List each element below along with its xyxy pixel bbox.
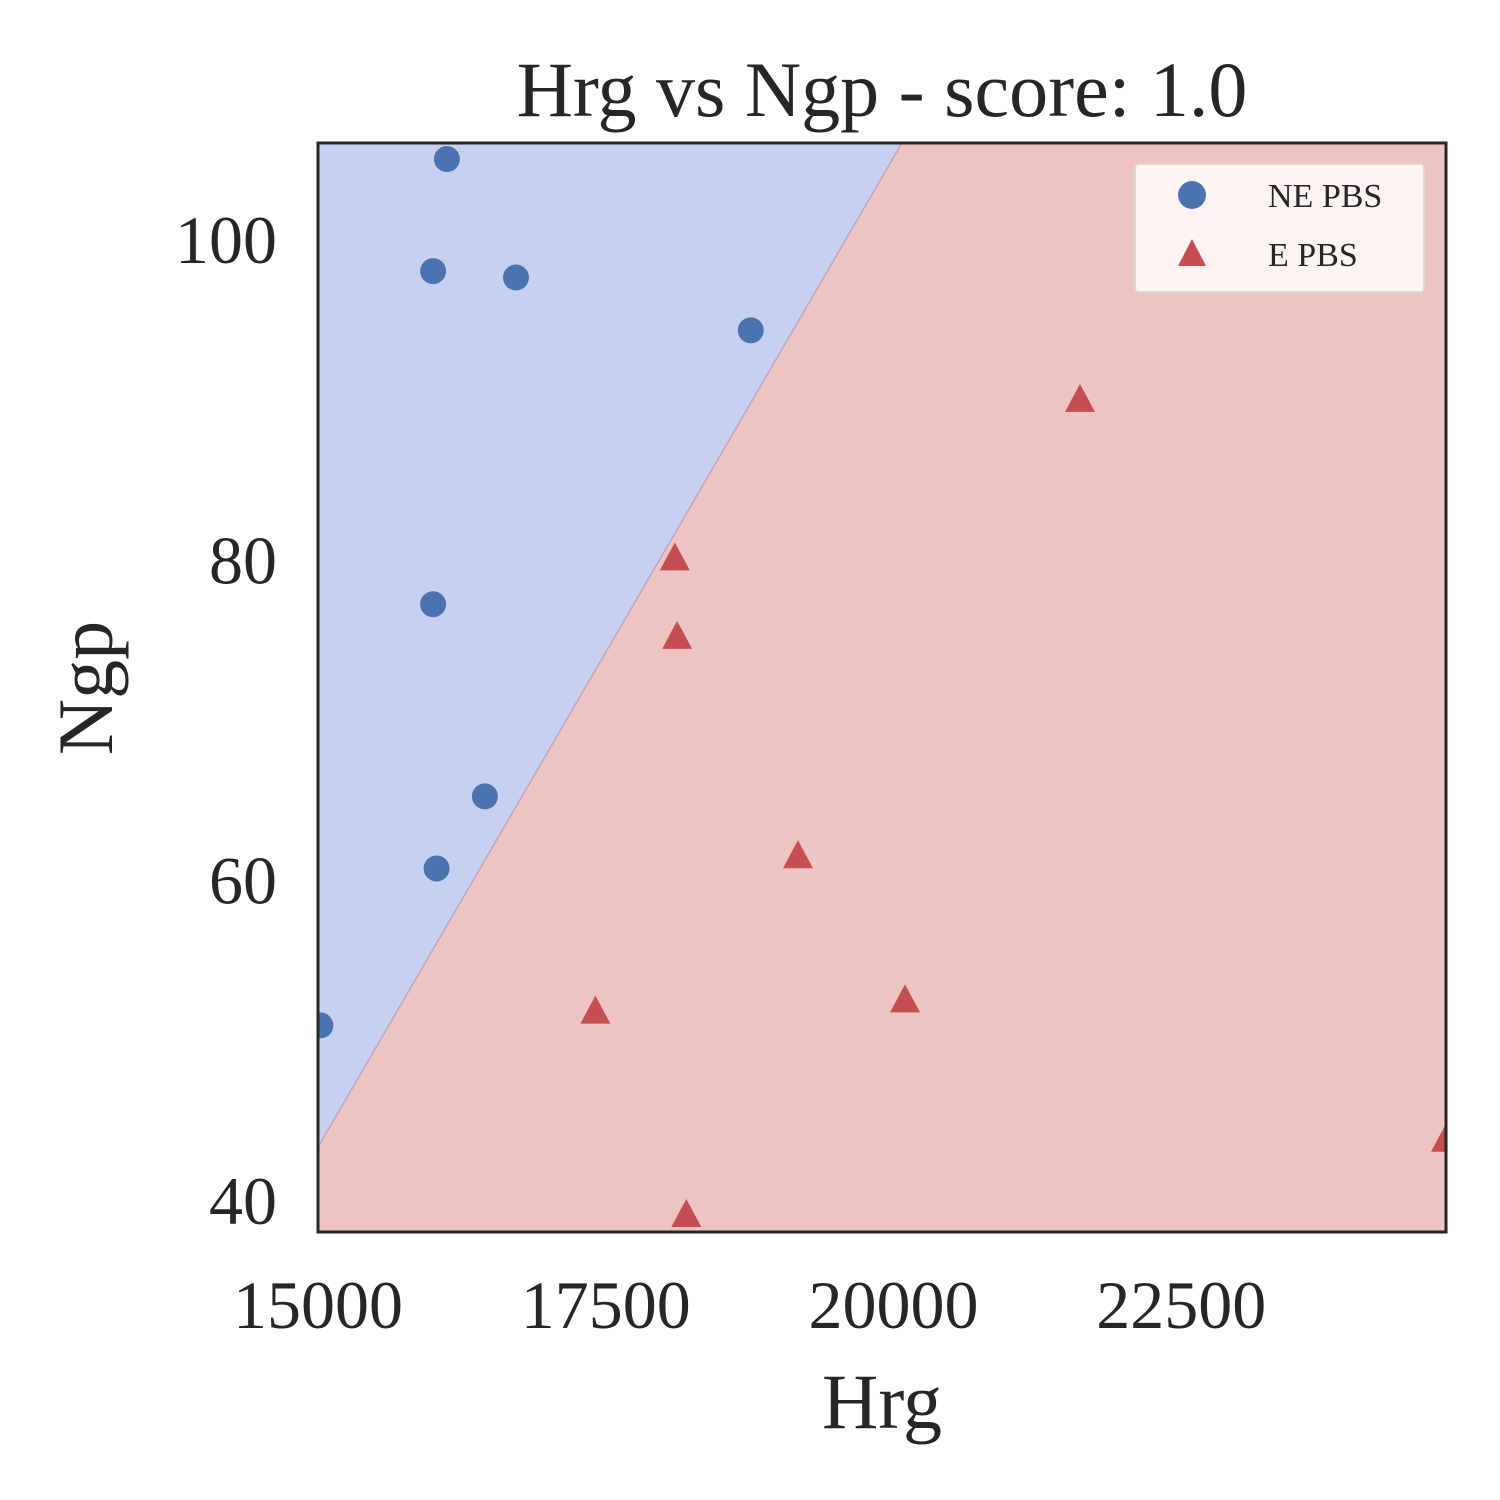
point-ne-pbs: [420, 258, 447, 285]
legend-ne-pbs-marker: [1178, 181, 1206, 209]
y-tick-label: 60: [209, 843, 277, 919]
y-axis-ticks: 40 60 80 100: [175, 202, 277, 1239]
decision-boundary-line: [318, 143, 903, 1148]
point-e-pbs: [659, 542, 690, 571]
y-tick-label: 100: [175, 202, 277, 278]
legend-e-pbs-label: E PBS: [1268, 237, 1358, 274]
point-e-pbs: [671, 1198, 702, 1227]
legend-ne-pbs-label: NE PBS: [1268, 178, 1382, 215]
x-tick-label: 17500: [521, 1267, 691, 1343]
data-points: [318, 146, 1446, 1227]
point-e-pbs: [1431, 1123, 1446, 1152]
point-ne-pbs: [420, 591, 447, 618]
point-ne-pbs: [423, 855, 450, 882]
y-tick-label: 80: [209, 522, 277, 598]
point-ne-pbs: [318, 1012, 334, 1039]
legend-box: [1134, 163, 1425, 293]
point-e-pbs: [1064, 383, 1095, 412]
point-e-pbs: [782, 840, 813, 869]
y-tick-label: 40: [209, 1163, 277, 1239]
legend: NE PBS E PBS: [1134, 163, 1425, 293]
legend-e-pbs-marker: [1178, 239, 1206, 266]
point-e-pbs: [580, 995, 611, 1024]
point-e-pbs: [662, 620, 693, 649]
point-ne-pbs: [471, 783, 498, 810]
chart-title: Hrg vs Ngp - score: 1.0: [517, 46, 1248, 133]
plot-frame: [316, 141, 1448, 1234]
x-tick-label: 22500: [1096, 1267, 1266, 1343]
point-ne-pbs: [502, 264, 529, 291]
x-tick-label: 20000: [809, 1267, 979, 1343]
y-axis-title: Ngp: [42, 621, 129, 755]
x-axis-ticks: 15000 17500 20000 22500: [233, 1267, 1266, 1343]
point-ne-pbs: [433, 146, 460, 173]
decision-regions: [318, 143, 1446, 1232]
x-tick-label: 15000: [233, 1267, 403, 1343]
x-axis-title: Hrg: [822, 1358, 942, 1445]
point-e-pbs: [890, 984, 921, 1013]
point-ne-pbs: [737, 317, 764, 344]
